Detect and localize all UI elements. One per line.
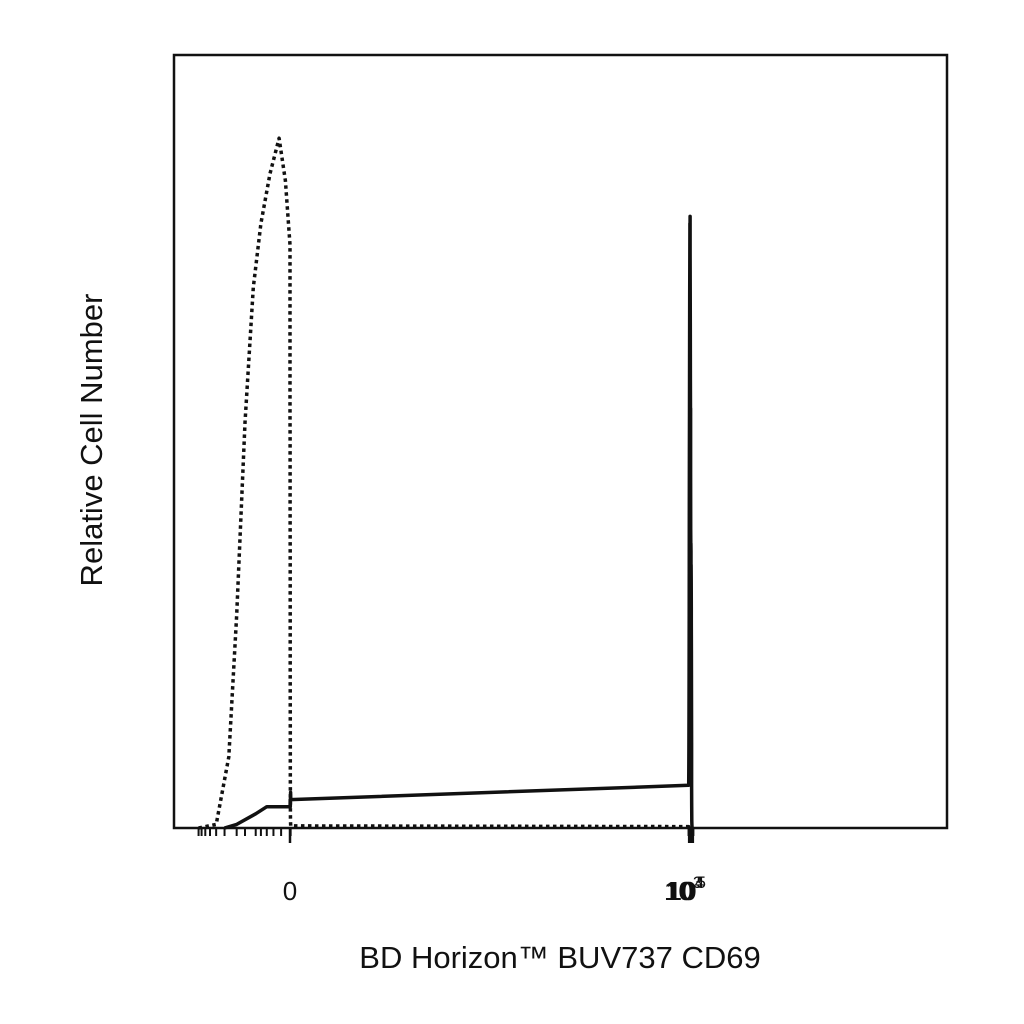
x-tick-label: 105 xyxy=(668,873,706,906)
series-stained-solid xyxy=(224,214,695,830)
series-layer xyxy=(198,136,695,830)
series-control-dotted xyxy=(198,136,691,830)
x-axis-label: BD Horizon™ BUV737 CD69 xyxy=(359,940,760,975)
x-tick-label: 104 xyxy=(666,873,704,906)
x-major-ticks xyxy=(288,828,695,843)
y-axis-label: Relative Cell Number xyxy=(74,294,109,587)
x-tick-label: 0 xyxy=(283,876,297,906)
x-tick-label: 103 xyxy=(664,873,702,906)
